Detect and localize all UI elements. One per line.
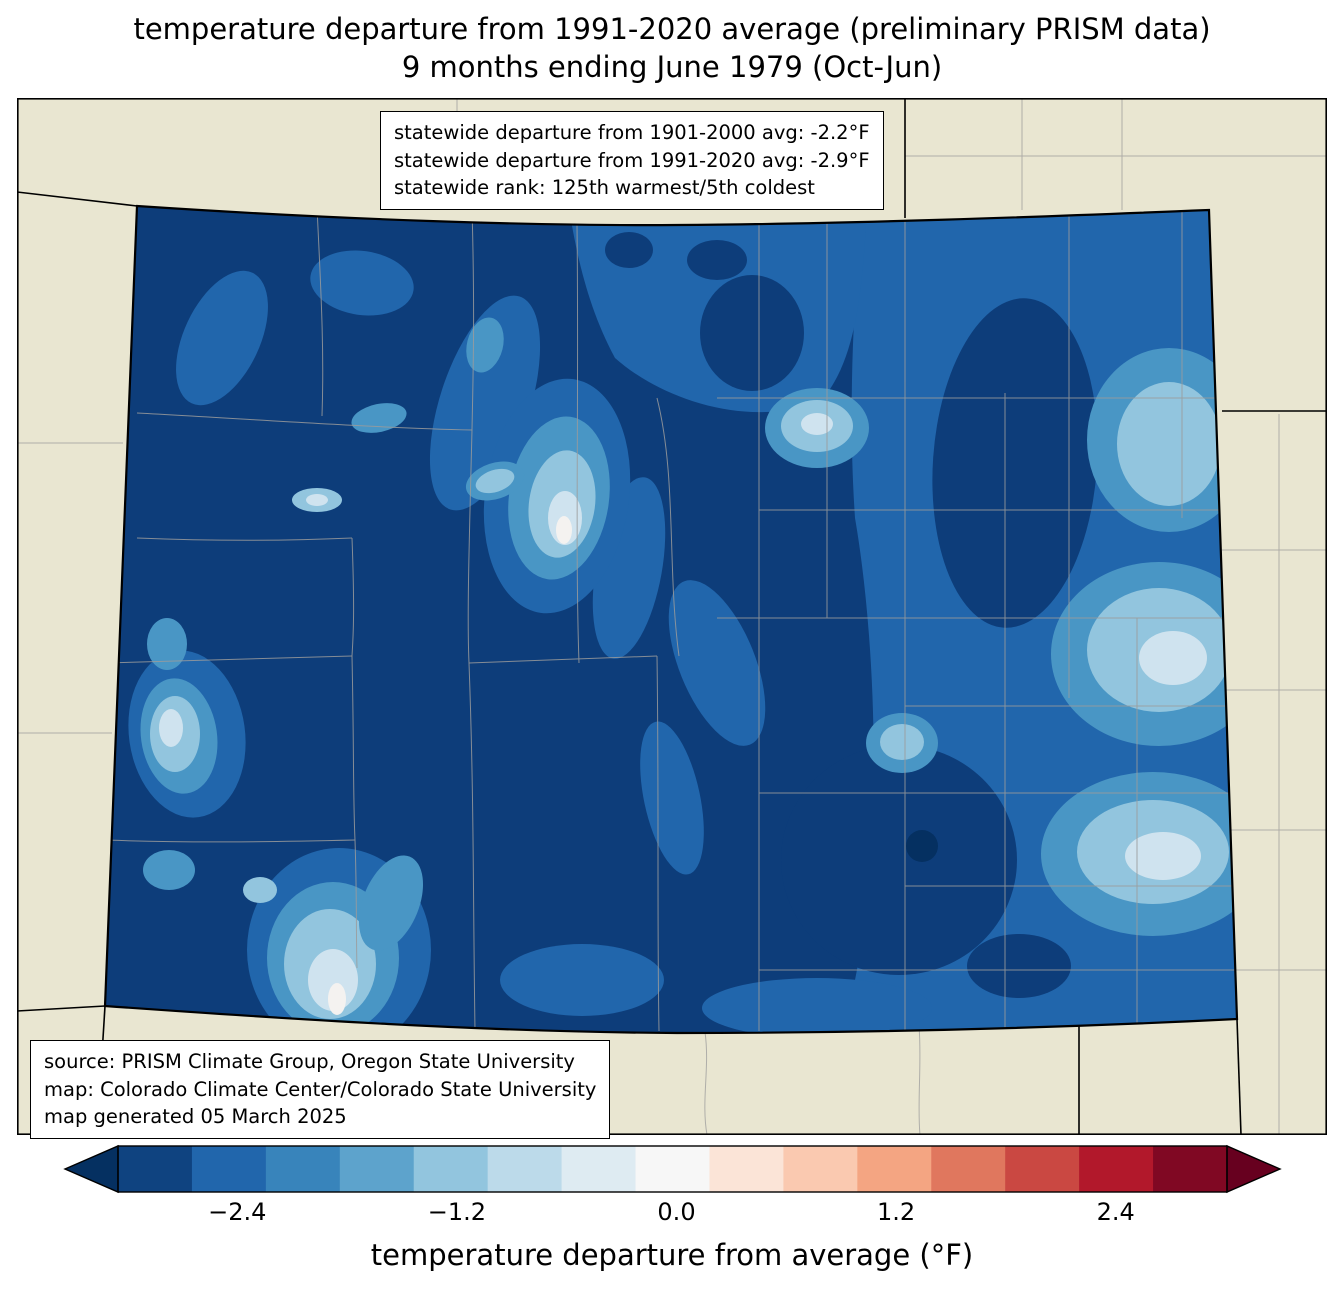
colorbar-right-arrow	[1226, 1144, 1282, 1194]
colorbar-segment	[413, 1146, 489, 1192]
stats-line-rank: statewide rank: 125th warmest/5th coldes…	[394, 176, 815, 200]
colorbar-segment	[783, 1146, 858, 1192]
colorbar-segment	[709, 1146, 784, 1192]
source-line: source: PRISM Climate Group, Oregon Stat…	[44, 1050, 575, 1073]
colorbar-segment	[265, 1146, 341, 1192]
map-title: temperature departure from 1991-2020 ave…	[0, 10, 1344, 87]
colorbar-segments	[118, 1146, 1228, 1192]
colorbar-tick-label: 2.4	[1096, 1198, 1135, 1226]
colorbar-segment	[561, 1146, 637, 1192]
colorbar-segment	[1153, 1146, 1228, 1192]
colorbar-tick-labels: −2.4 −1.2 0.0 1.2 2.4	[0, 1198, 1344, 1228]
colorbar-segment	[857, 1146, 932, 1192]
generated-date-line: map generated 05 March 2025	[44, 1105, 347, 1129]
colorbar-axis-label: temperature departure from average (°F)	[370, 1238, 974, 1272]
colorbar-segment	[191, 1146, 267, 1192]
colorbar-tick-label: −1.2	[427, 1198, 487, 1226]
state-border-lines	[17, 98, 1327, 1135]
colorbar-tick-label: 0.0	[657, 1198, 696, 1226]
stats-line-1991-2020: statewide departure from 1991-2020 avg: …	[394, 148, 870, 172]
source-credit-box: source: PRISM Climate Group, Oregon Stat…	[30, 1040, 611, 1140]
colorado-state-border	[103, 204, 1239, 1035]
colorbar-segment	[118, 1146, 193, 1192]
stats-line-1901-2000: statewide departure from 1901-2000 avg: …	[394, 121, 870, 144]
colorbar-segment	[931, 1146, 1006, 1192]
statewide-stats-box: statewide departure from 1901-2000 avg: …	[380, 111, 884, 211]
colorbar-segment	[487, 1146, 563, 1192]
colorbar-segment	[1079, 1146, 1154, 1192]
colorado-county-lines	[105, 207, 1237, 1032]
colorbar-segment	[1005, 1146, 1080, 1192]
map-canvas	[17, 98, 1327, 1135]
colorado-fill-contours	[105, 206, 1237, 1033]
map-credit-line: map: Colorado Climate Center/Colorado St…	[44, 1077, 597, 1101]
colorbar-tick-label: −2.4	[208, 1198, 267, 1226]
map-title-line2: 9 months ending June 1979 (Oct-Jun)	[401, 50, 943, 85]
map-axes-frame	[17, 98, 1327, 1135]
map-title-line1: temperature departure from 1991-2020 ave…	[133, 12, 1211, 46]
colorbar-outline	[117, 1145, 1228, 1193]
colorbar-left-arrow	[63, 1144, 119, 1194]
colorbar-tick-label: 1.2	[877, 1198, 916, 1226]
colorbar-segment	[635, 1146, 710, 1192]
colorbar	[63, 1144, 1282, 1194]
colorbar-segment	[339, 1146, 415, 1192]
